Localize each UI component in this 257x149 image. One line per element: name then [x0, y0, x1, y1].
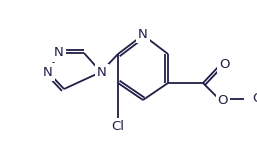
Text: O: O: [219, 58, 229, 70]
Text: N: N: [54, 46, 64, 59]
Text: N: N: [138, 28, 148, 41]
Text: Cl: Cl: [112, 121, 124, 134]
Text: O: O: [252, 93, 257, 105]
Text: O: O: [218, 94, 228, 107]
Text: N: N: [43, 66, 53, 79]
Text: N: N: [97, 66, 107, 80]
